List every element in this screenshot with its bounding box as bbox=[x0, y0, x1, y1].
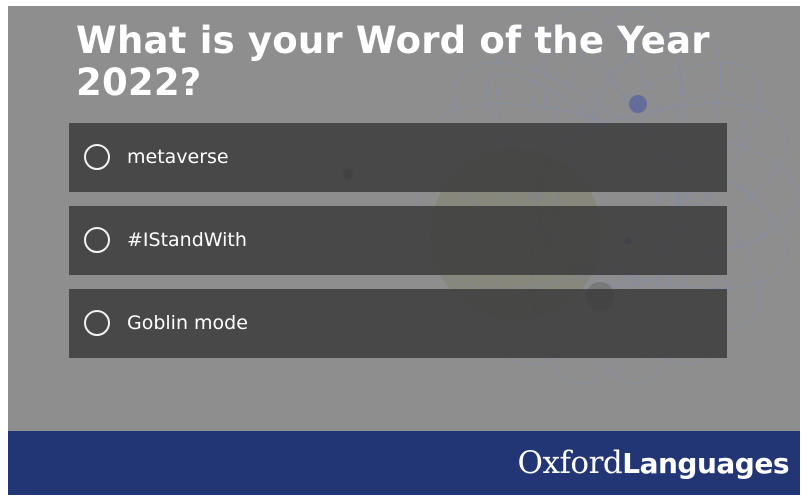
option-label: metaverse bbox=[127, 146, 229, 168]
radio-circle-icon[interactable] bbox=[84, 144, 110, 170]
poll-question: What is your Word of the Year 2022? bbox=[76, 19, 710, 104]
brand-languages: Languages bbox=[622, 447, 789, 480]
option-label: Goblin mode bbox=[127, 312, 248, 334]
brand-oxford: Oxford bbox=[517, 445, 623, 481]
option-metaverse[interactable]: metaverse bbox=[69, 123, 727, 192]
radio-circle-icon[interactable] bbox=[84, 310, 110, 336]
oxford-languages-logo: OxfordLanguages bbox=[517, 445, 790, 486]
option-label: #IStandWith bbox=[127, 229, 247, 251]
option-istandwith[interactable]: #IStandWith bbox=[69, 206, 727, 275]
footer-bar: OxfordLanguages bbox=[8, 431, 800, 495]
radio-circle-icon[interactable] bbox=[84, 227, 110, 253]
option-goblin-mode[interactable]: Goblin mode bbox=[69, 289, 727, 358]
